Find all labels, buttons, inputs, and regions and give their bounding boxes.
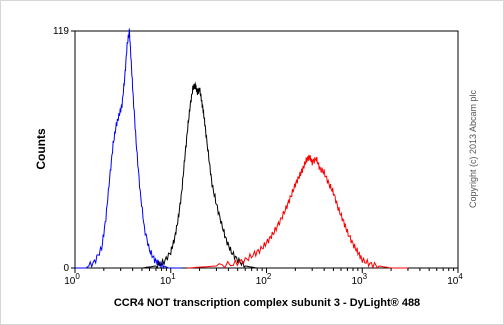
x-tick-label: 102: [256, 272, 272, 287]
plot-area: [74, 30, 459, 269]
x-axis-ticks: 100 101 102 103 104: [64, 268, 463, 287]
y-tick-label: 119: [53, 26, 69, 37]
copyright-notice: Copyright (c) 2013 Abcam plc: [468, 89, 478, 208]
y-axis-ticks: 0 119: [53, 26, 75, 274]
x-axis-title: CCR4 NOT transcription complex subunit 3…: [114, 297, 420, 309]
histogram-curve-1: [75, 28, 182, 270]
x-tick-label: 101: [160, 272, 176, 287]
x-tick-label: 104: [447, 272, 463, 287]
x-tick-label: 100: [64, 272, 80, 287]
x-tick-label: 103: [351, 272, 367, 287]
histogram-curve-3: [187, 154, 408, 270]
y-axis-title: Counts: [34, 128, 48, 170]
histogram-curve-2: [141, 81, 258, 270]
curves-layer: [75, 28, 408, 270]
y-tick-label: 0: [63, 263, 69, 274]
